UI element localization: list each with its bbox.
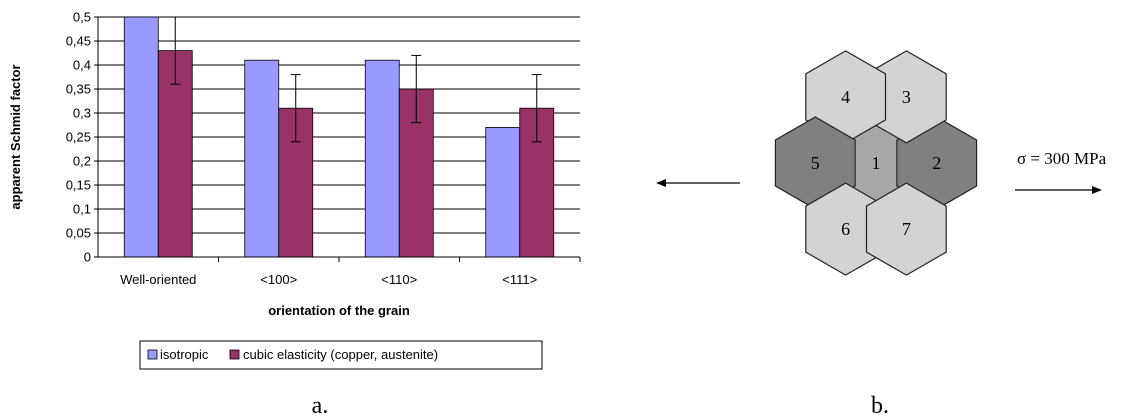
x-tick-label: Well-oriented	[120, 272, 196, 287]
x-tick-label: <110>	[381, 272, 417, 287]
grain-label-4: 4	[841, 87, 850, 107]
legend: isotropic cubic elasticity (copper, aust…	[139, 340, 543, 370]
legend-swatch-cubic	[229, 349, 240, 360]
grain-label-7: 7	[902, 219, 911, 239]
grain-label-1: 1	[872, 153, 881, 173]
y-tick-label: 0,5	[73, 10, 91, 25]
grain-label-6: 6	[841, 219, 850, 239]
x-tick-labels: Well-oriented <100> <110> <111>	[120, 257, 581, 287]
y-tick-label: 0,4	[73, 58, 91, 73]
y-tick-label: 0,1	[73, 202, 91, 217]
y-tick-label: 0,05	[66, 226, 91, 241]
y-tick-label: 0,25	[66, 130, 91, 145]
bar-isotropic	[244, 59, 280, 258]
legend-label-cubic: cubic elasticity (copper, austenite)	[243, 347, 438, 362]
caption-b: b.	[871, 393, 889, 419]
y-tick-labels: 0 0,05 0,1 0,15 0,2 0,25 0,3 0,35 0,4 0,45 0,5	[66, 10, 91, 265]
y-tick-label: 0,2	[73, 154, 91, 169]
caption-a: a.	[312, 393, 329, 419]
x-tick-label: <100>	[260, 272, 297, 287]
y-tick-label: 0,3	[73, 106, 91, 121]
y-tick-label: 0,35	[66, 82, 91, 97]
legend-box	[139, 340, 543, 370]
hexagonal-grains: 1 2 3 4 5 6 7	[774, 50, 978, 276]
grain-label-5: 5	[811, 153, 820, 173]
stress-label: σ = 300 MPa	[1017, 149, 1107, 168]
grain-label-3: 3	[902, 87, 911, 107]
y-tick-label: 0,15	[66, 178, 91, 193]
bars	[123, 16, 555, 258]
y-axis-title: apparent Schmid factor	[8, 64, 23, 209]
right-arrow-head	[1092, 186, 1102, 194]
left-arrow	[656, 179, 740, 187]
legend-label-isotropic: isotropic	[160, 347, 209, 362]
grain-7	[865, 182, 947, 276]
legend-swatch-isotropic	[147, 349, 158, 360]
x-axis-title: orientation of the grain	[268, 303, 410, 318]
left-arrow-head	[656, 179, 666, 187]
y-tick-label: 0,45	[66, 34, 91, 49]
bar-cubic	[157, 50, 193, 258]
bar-isotropic	[364, 59, 400, 258]
grain-label-2: 2	[932, 153, 941, 173]
y-tick-label: 0	[84, 250, 91, 265]
x-tick-label: <111>	[502, 272, 537, 287]
right-arrow	[1015, 186, 1102, 194]
